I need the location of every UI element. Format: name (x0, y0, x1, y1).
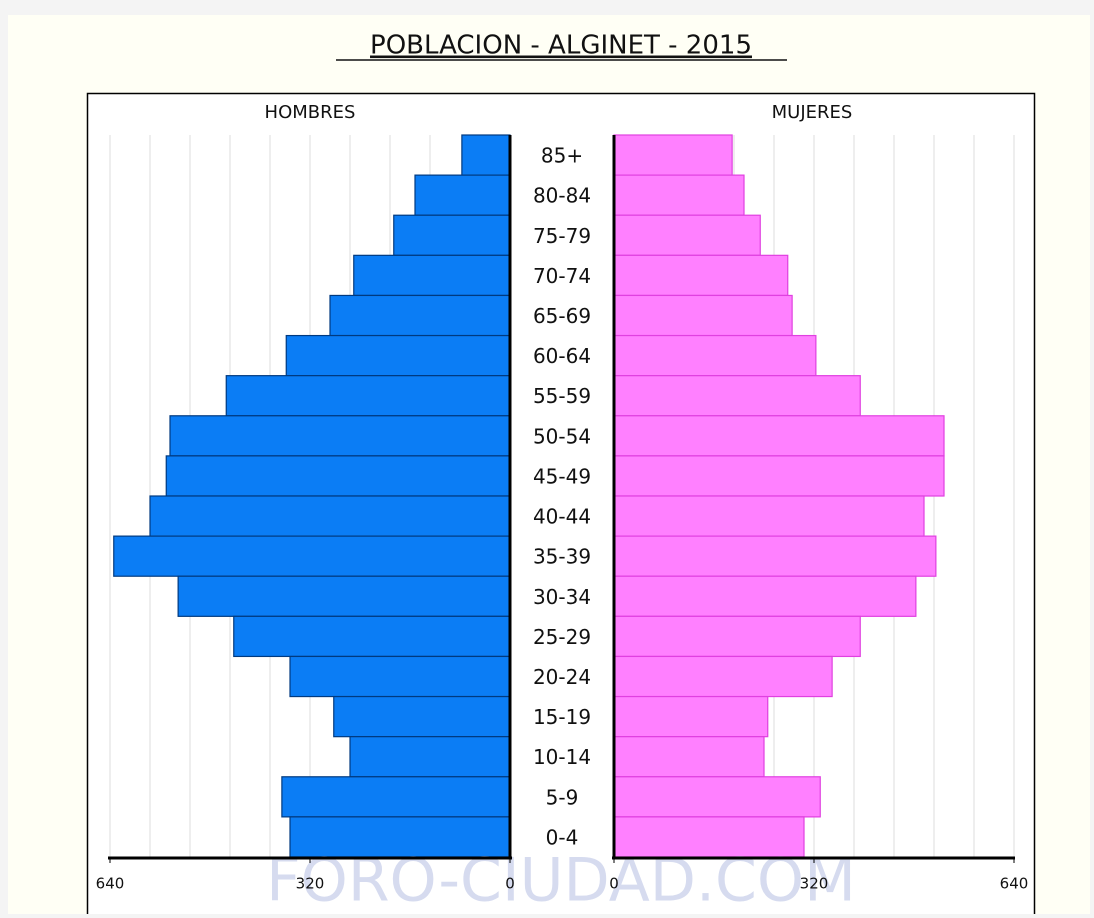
x-tick-label: 320 (800, 875, 829, 893)
bar (289, 655, 511, 698)
bar (613, 575, 917, 617)
bar (393, 214, 511, 256)
category-label: 35-39 (533, 545, 591, 569)
bar (281, 776, 511, 818)
bar (353, 254, 511, 297)
category-label: 10-14 (533, 745, 591, 769)
bar (613, 736, 765, 778)
category-label: 50-54 (533, 424, 591, 448)
x-tick-label: 0 (505, 875, 515, 893)
category-label: 65-69 (533, 304, 591, 328)
bar (613, 816, 805, 858)
bar (113, 535, 511, 577)
bar (613, 776, 821, 818)
watermark: FORO-CIUDAD.COM (266, 846, 856, 914)
bar (613, 174, 745, 216)
category-label: 75-79 (533, 224, 591, 248)
bar (613, 695, 769, 738)
category-label: 70-74 (533, 264, 591, 288)
bar (333, 695, 511, 738)
chart-title: POBLACION - ALGINET - 2015 (370, 31, 752, 61)
legend-label: HOMBRES (265, 102, 356, 123)
bar (349, 736, 511, 778)
bar (414, 174, 511, 216)
bar (613, 615, 861, 658)
bar (165, 455, 511, 497)
bar (613, 535, 937, 577)
bar (613, 655, 833, 698)
category-label: 30-34 (533, 585, 591, 609)
x-tick-label: 640 (96, 875, 125, 893)
bars (113, 134, 945, 858)
bar (285, 334, 511, 377)
legend-label: MUJERES (772, 102, 853, 123)
x-tick-label: 320 (296, 875, 325, 893)
category-label: 20-24 (533, 665, 591, 689)
category-label: 25-29 (533, 625, 591, 649)
category-label: 60-64 (533, 344, 591, 368)
bar (169, 415, 511, 457)
bar (613, 375, 861, 417)
bar (613, 254, 789, 297)
bar (233, 615, 511, 658)
labels: HOMBRES MUJERES 85+ 80-84 75-79 70-74 65-69 60-… (96, 102, 1029, 893)
bar (613, 214, 761, 256)
bar (461, 134, 511, 176)
bar (613, 334, 817, 377)
category-label: 15-19 (533, 705, 591, 729)
bar (177, 575, 511, 617)
category-label: 5-9 (546, 785, 579, 809)
category-label: 0-4 (546, 825, 579, 849)
bar (613, 495, 925, 537)
bar (329, 294, 511, 337)
category-label: 45-49 (533, 464, 591, 488)
x-tick-label: 0 (609, 875, 619, 893)
category-label: 55-59 (533, 384, 591, 408)
bar (225, 375, 511, 417)
category-label: 85+ (541, 144, 583, 168)
x-tick-label: 640 (1000, 875, 1029, 893)
category-label: 80-84 (533, 184, 591, 208)
bar (613, 455, 945, 497)
bar (613, 415, 945, 457)
category-label: 40-44 (533, 505, 591, 529)
bar (613, 294, 793, 337)
bar (149, 495, 511, 537)
bar (289, 816, 511, 858)
bar (613, 134, 733, 176)
